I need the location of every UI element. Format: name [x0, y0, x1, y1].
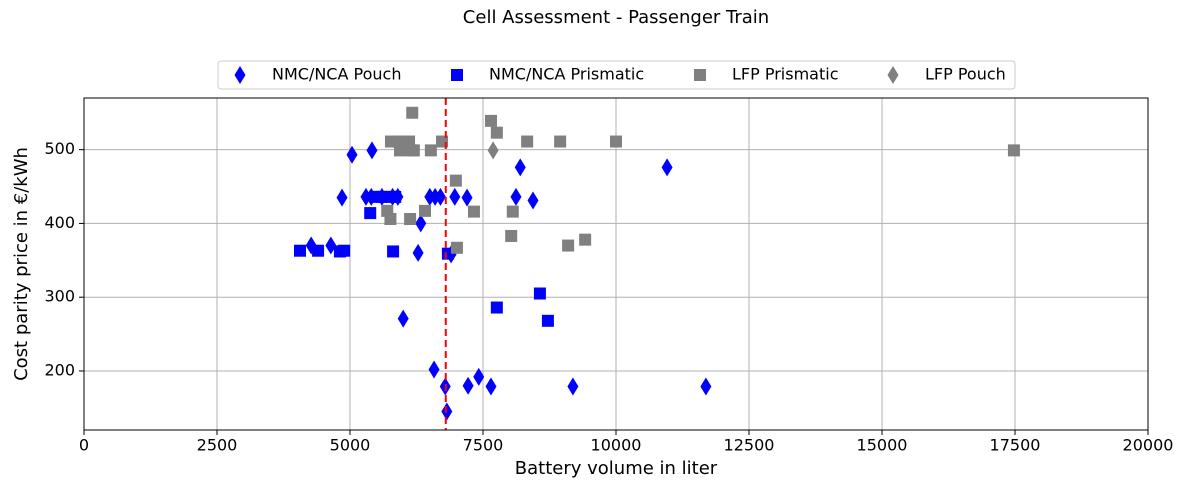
x-tick-label: 17500: [990, 436, 1041, 455]
point: [567, 377, 579, 396]
point: [415, 214, 427, 233]
x-tick-label: 12500: [724, 436, 775, 455]
x-axis-label: Battery volume in liter: [515, 458, 718, 479]
x-tick-label: 5000: [330, 436, 371, 455]
point: [485, 377, 497, 396]
legend-label: LFP Prismatic: [732, 65, 838, 84]
chart-title: Cell Assessment - Passenger Train: [463, 7, 769, 28]
point: [293, 244, 306, 257]
point: [325, 236, 337, 255]
point: [490, 301, 503, 314]
point: [407, 144, 420, 157]
point: [490, 126, 503, 139]
point: [424, 144, 437, 157]
point: [404, 212, 417, 225]
point: [533, 287, 546, 300]
point: [397, 309, 409, 328]
point: [406, 106, 419, 119]
point: [346, 145, 358, 164]
point: [527, 191, 539, 210]
point: [389, 190, 402, 203]
x-tick-label: 2500: [197, 436, 238, 455]
point: [387, 245, 400, 258]
legend-marker: [694, 69, 706, 81]
point: [449, 187, 461, 206]
y-tick-label: 500: [44, 139, 75, 158]
x-tick-label: 20000: [1123, 436, 1174, 455]
point: [461, 188, 473, 207]
x-tick-label: 7500: [463, 436, 504, 455]
point: [384, 212, 397, 225]
point: [562, 239, 575, 252]
point: [333, 245, 346, 258]
point: [312, 244, 325, 257]
point: [419, 204, 432, 217]
point: [661, 158, 673, 177]
point: [1007, 144, 1020, 157]
legend-box: [217, 60, 1016, 90]
y-tick-label: 300: [44, 287, 75, 306]
legend-label: NMC/NCA Pouch: [272, 65, 401, 84]
legend-marker: [887, 66, 899, 84]
point: [366, 141, 378, 160]
point: [462, 376, 474, 395]
point: [467, 205, 480, 218]
legend-marker: [451, 69, 463, 81]
point: [610, 135, 622, 148]
point: [434, 187, 446, 206]
x-tick-label: 10000: [591, 436, 642, 455]
point: [510, 187, 522, 206]
point: [428, 360, 440, 379]
point: [336, 188, 348, 207]
point: [505, 229, 518, 242]
point: [506, 205, 519, 218]
point: [514, 158, 526, 177]
y-tick-label: 200: [44, 360, 75, 379]
legend-label: LFP Pouch: [925, 65, 1006, 84]
point: [441, 402, 453, 421]
plot-frame: [83, 97, 1149, 431]
point: [394, 144, 407, 157]
point: [521, 135, 534, 148]
point: [484, 114, 497, 127]
point: [450, 241, 463, 254]
x-tick-label: 15000: [857, 436, 908, 455]
x-tick-label: 0: [79, 436, 89, 455]
point: [449, 174, 462, 187]
point: [554, 135, 567, 148]
legend-marker: [234, 66, 246, 84]
legend-label: NMC/NCA Prismatic: [489, 65, 644, 84]
point: [541, 314, 554, 327]
point: [487, 141, 499, 160]
point: [473, 367, 485, 386]
point: [364, 207, 377, 220]
point: [700, 377, 712, 396]
y-tick-label: 400: [44, 213, 75, 232]
y-axis-label: Cost parity price in €/kWh: [11, 147, 32, 381]
point: [579, 233, 592, 246]
point: [412, 243, 424, 262]
